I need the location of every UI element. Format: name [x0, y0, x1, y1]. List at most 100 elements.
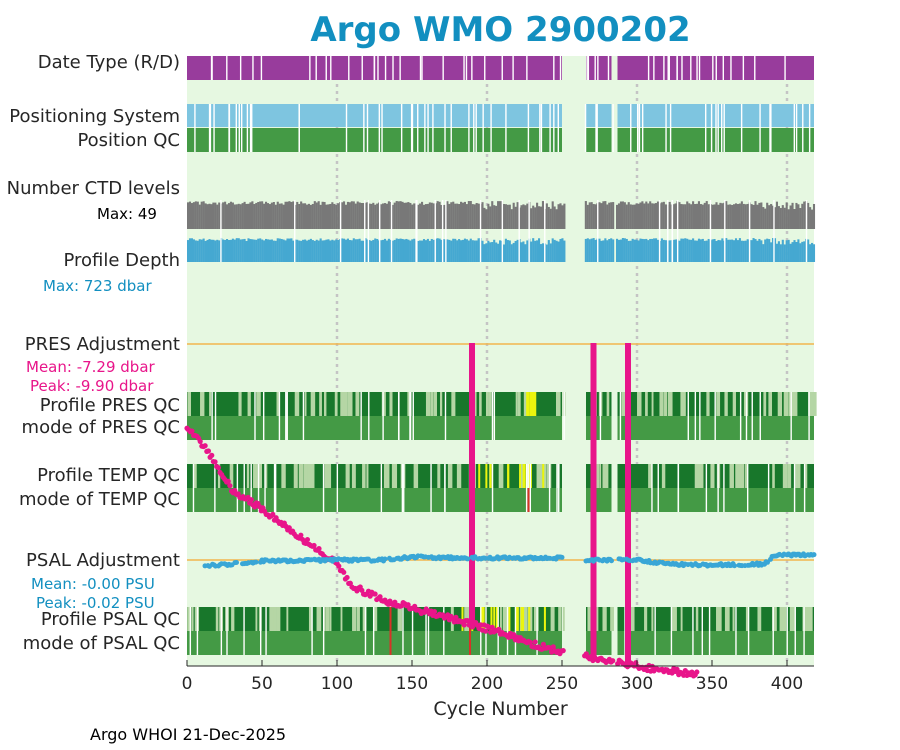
- position-gap: [444, 104, 446, 152]
- psal-qc-gap: [506, 607, 509, 655]
- ctd-level-bar: [538, 206, 541, 229]
- depth-bar: [715, 240, 718, 262]
- ctd-level-bar: [428, 202, 431, 229]
- depth-bar: [635, 239, 638, 262]
- depth-bar: [629, 240, 632, 262]
- depth-bar: [602, 240, 605, 262]
- depth-bar: [727, 239, 730, 262]
- ctd-level-bar: [697, 201, 700, 229]
- depth-bar: [617, 239, 621, 262]
- date-type-gap: [419, 56, 422, 80]
- profile-pres-qc-bar-light: [407, 392, 410, 416]
- ctd-level-bar: [793, 209, 796, 229]
- ctd-level-bar: [255, 202, 258, 229]
- depth-bar: [405, 238, 408, 262]
- temp-qc-gap: [250, 464, 252, 512]
- depth-bar: [791, 242, 794, 262]
- temp-qc-gap: [401, 464, 404, 512]
- ctd-level-bar: [705, 201, 708, 229]
- temp-qc-gap: [558, 464, 560, 512]
- ctd-level-bar: [514, 206, 517, 229]
- date-type-gap: [594, 56, 596, 80]
- position-qc-bar: [187, 128, 562, 152]
- psal-qc-gap: [427, 607, 430, 655]
- temp-qc-gap: [274, 464, 277, 512]
- date-type-gap: [348, 56, 350, 80]
- position-gap: [450, 104, 452, 152]
- ctd-level-bar: [304, 203, 307, 229]
- ctd-level-bar: [276, 201, 279, 229]
- depth-bar: [200, 239, 203, 262]
- psal-peak-value: Peak: -0.02 PSU: [36, 594, 155, 612]
- depth-bar: [214, 240, 217, 262]
- depth-gap: [748, 200, 751, 262]
- depth-bar: [448, 239, 451, 262]
- ctd-level-bar: [551, 201, 554, 229]
- ctd-level-bar: [210, 204, 213, 229]
- depth-bar: [366, 239, 369, 262]
- ctd-level-bar: [779, 207, 782, 229]
- depth-bar: [460, 240, 463, 262]
- depth-bar: [746, 239, 749, 262]
- depth-bar: [268, 239, 271, 262]
- ctd-level-bar: [787, 209, 790, 229]
- profile-psal-qc-bar-light: [673, 607, 677, 631]
- depth-bar: [623, 238, 626, 262]
- date-type-gap: [722, 56, 725, 80]
- label-profile-psal-qc: Profile PSAL QC: [40, 609, 180, 630]
- position-gap: [249, 104, 252, 152]
- pres-adjustment-point: [532, 639, 538, 645]
- depth-bar: [192, 239, 195, 262]
- pres-adjustment-point: [674, 666, 680, 672]
- profile-temp-qc-bar-light: [437, 464, 441, 488]
- ctd-level-bar: [635, 203, 638, 229]
- date-type-gap: [676, 56, 678, 80]
- depth-bar: [467, 240, 470, 262]
- pres-adjustment-point: [550, 644, 556, 650]
- depth-bar: [397, 238, 400, 262]
- ctd-level-bar: [773, 207, 777, 229]
- depth-bar: [682, 238, 685, 262]
- depth-bar: [231, 238, 234, 262]
- profile-pres-qc-bar-yellow: [526, 392, 529, 416]
- profile-pres-qc-bar-light: [439, 392, 443, 416]
- depth-bar: [380, 240, 383, 262]
- depth-bar: [725, 238, 728, 262]
- date-type-gap: [501, 56, 503, 80]
- ctd-level-bar: [364, 202, 367, 229]
- ctd-level-bar: [616, 204, 619, 229]
- position-gap: [740, 104, 743, 152]
- profile-psal-qc-bar-light: [716, 607, 721, 631]
- depth-bar: [313, 240, 316, 262]
- profile-psal-qc-bar-yellow: [461, 607, 464, 631]
- ctd-level-bar: [807, 202, 810, 229]
- depth-bar: [641, 238, 644, 262]
- psal-qc-gap: [747, 607, 750, 655]
- pres-adjustment-point: [298, 532, 304, 538]
- profile-temp-qc-bar-light: [745, 464, 748, 488]
- ctd-level-bar: [307, 203, 310, 229]
- ctd-level-bar: [442, 204, 445, 229]
- depth-bar: [233, 239, 236, 262]
- position-gap: [808, 104, 811, 152]
- ctd-level-bar: [766, 202, 769, 229]
- pres-qc-gap: [599, 392, 602, 440]
- depth-bar: [789, 243, 792, 262]
- pres-qc-gap: [262, 392, 265, 440]
- depth-bar: [717, 239, 720, 262]
- temp-qc-gap: [705, 464, 708, 512]
- pres-adjustment-point: [197, 438, 203, 444]
- label-positioning-system: Positioning System: [9, 106, 180, 127]
- ctd-level-bar: [430, 202, 433, 229]
- temp-qc-gap: [746, 464, 749, 512]
- profile-psal-qc-bar-light: [231, 607, 235, 631]
- depth-bar: [600, 240, 603, 262]
- depth-gap: [367, 200, 370, 262]
- date-type-gap: [784, 56, 786, 80]
- label-mode-pres-qc: mode of PRES QC: [21, 417, 180, 438]
- depth-bar: [645, 238, 648, 262]
- profile-pres-qc-bar-light: [515, 392, 518, 416]
- ctd-level-bar: [549, 208, 552, 229]
- profile-temp-qc-bar-yellow: [478, 464, 481, 488]
- temp-qc-gap: [723, 464, 725, 512]
